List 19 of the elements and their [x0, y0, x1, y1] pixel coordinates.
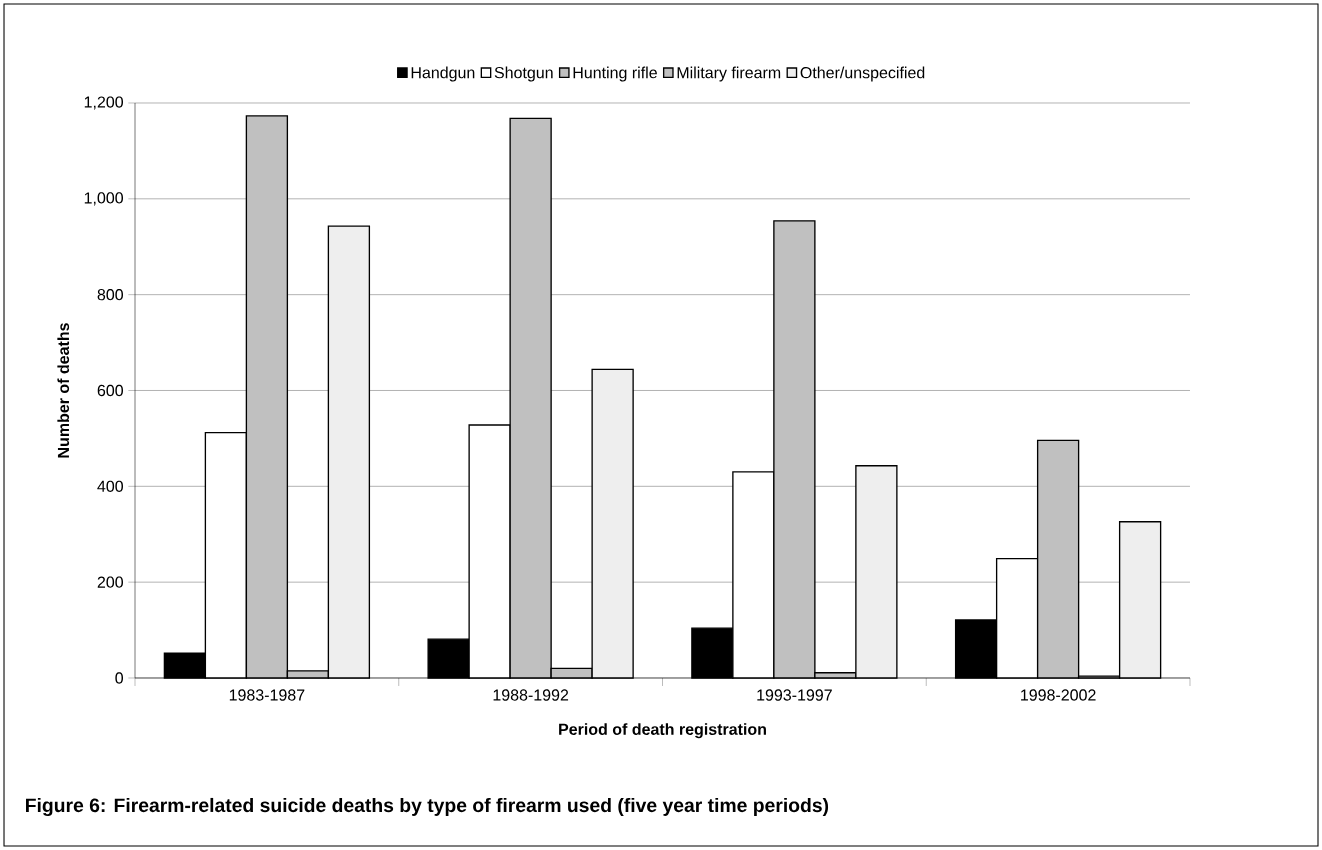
y-tick-label: 0: [115, 672, 124, 684]
x-axis-title: Period of death registration: [559, 723, 766, 739]
y-tick-label: 1,000: [84, 192, 124, 206]
legend-label: Hunting rifle: [573, 66, 657, 82]
legend-label: Other/unspecified: [800, 66, 925, 82]
x-tick-label: 1998-2002: [1021, 689, 1096, 701]
text: Figure 6: Firearm-related suicide deaths by type of firearm used (five year time periods): [26, 797, 829, 817]
y-tick-label: 200: [97, 576, 124, 588]
y-axis-title: Number of deaths: [57, 323, 70, 458]
x-tick-label: 1993-1997: [757, 689, 832, 701]
legend-label: Military firearm: [677, 66, 781, 82]
y-tick-label: 600: [97, 384, 124, 397]
legend-label: Handgun: [411, 66, 475, 82]
y-tick-label: 1,200: [84, 96, 124, 110]
y-tick-label: 800: [97, 289, 124, 301]
legend-label: Shotgun: [494, 66, 553, 82]
y-tick-label: 400: [97, 480, 124, 492]
x-tick-label: 1988-1992: [493, 689, 569, 701]
x-tick-label: 1983-1987: [229, 689, 305, 701]
